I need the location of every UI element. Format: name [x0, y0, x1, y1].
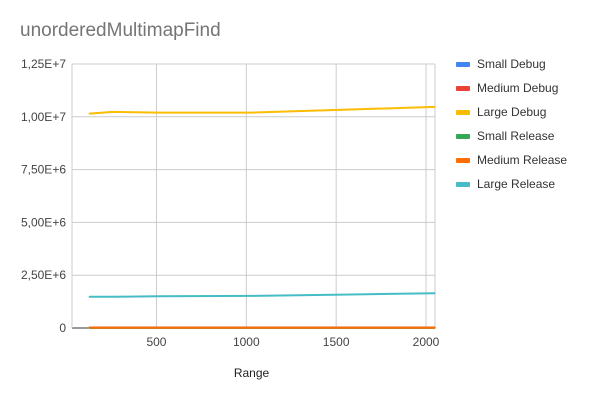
- series-lines: [88, 105, 436, 329]
- chart-title: unorderedMultimapFind: [20, 20, 221, 41]
- legend-swatch-medium-debug: [456, 86, 470, 91]
- x-tick-label: 1000: [233, 335, 260, 349]
- legend-swatch-large-debug: [456, 110, 470, 115]
- x-tick-label: 500: [146, 335, 166, 349]
- y-tick-label: 1,00E+7: [21, 110, 66, 124]
- legend-label-large-debug: Large Debug: [477, 105, 546, 119]
- legend-label-small-debug: Small Debug: [477, 57, 546, 71]
- legend: Small Debug Medium Debug Large Debug Small …: [456, 57, 567, 191]
- series-line-large-release: [88, 292, 436, 298]
- y-tick-labels: 0 2,50E+6 5,00E+6 7,50E+6 1,00E+7 1,25E+7: [21, 57, 66, 335]
- legend-swatch-medium-release: [456, 158, 470, 163]
- x-tick-labels: 500 1000 1500 2000: [146, 335, 439, 349]
- legend-label-medium-debug: Medium Debug: [477, 81, 558, 95]
- legend-label-small-release: Small Release: [477, 129, 555, 143]
- series-line-large-debug: [88, 105, 436, 115]
- legend-swatch-large-release: [456, 182, 470, 187]
- y-tick-label: 5,00E+6: [21, 215, 66, 229]
- legend-swatch-small-release: [456, 134, 470, 139]
- legend-swatch-small-debug: [456, 62, 470, 67]
- x-tick-label: 2000: [413, 335, 440, 349]
- legend-label-large-release: Large Release: [477, 177, 555, 191]
- y-tick-label: 2,50E+6: [21, 268, 66, 282]
- grid-lines: [71, 63, 436, 329]
- y-tick-label: 0: [59, 321, 66, 335]
- legend-label-medium-release: Medium Release: [477, 153, 567, 167]
- y-tick-label: 1,25E+7: [21, 57, 66, 71]
- y-tick-label: 7,50E+6: [21, 163, 66, 177]
- x-axis-title: Range: [234, 366, 270, 380]
- x-tick-label: 1500: [323, 335, 350, 349]
